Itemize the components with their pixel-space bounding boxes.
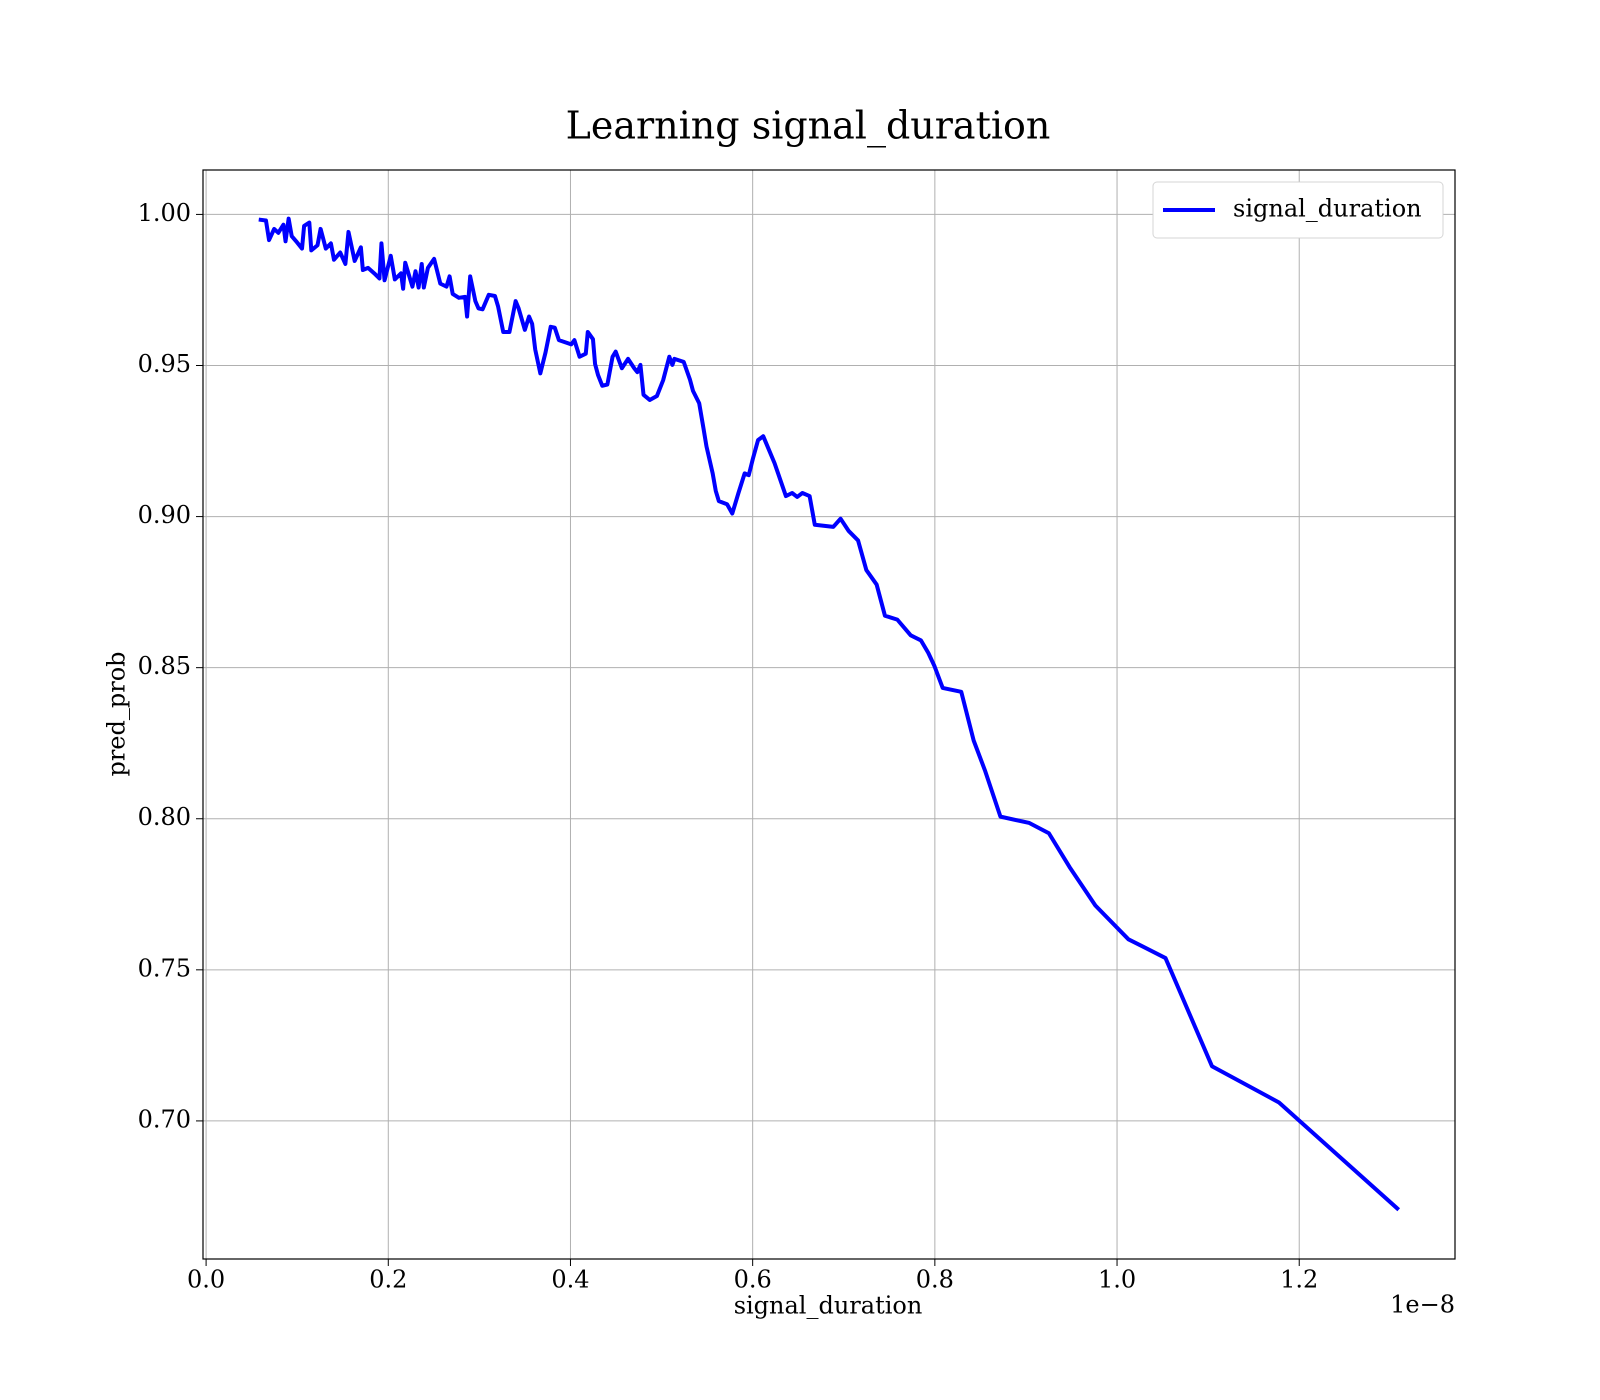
chart-title: Learning signal_duration — [566, 104, 1051, 149]
legend-label: signal_duration — [1233, 195, 1422, 223]
y-tick-label: 0.80 — [138, 803, 191, 831]
x-tick-label: 0.6 — [734, 1266, 772, 1294]
y-axis-label: pred_prob — [103, 651, 131, 776]
y-tick-label: 0.75 — [138, 954, 191, 982]
y-tick-label: 0.90 — [138, 501, 191, 529]
x-tick-label: 1.2 — [1280, 1266, 1318, 1294]
x-tick-label: 0.0 — [187, 1266, 225, 1294]
x-tick-label: 0.8 — [916, 1266, 954, 1294]
y-tick-label: 0.70 — [138, 1105, 191, 1133]
y-tick-label: 1.00 — [138, 199, 191, 227]
legend-box — [1152, 181, 1444, 239]
data-line — [258, 216, 1401, 1212]
y-tick-label: 0.85 — [138, 652, 191, 680]
x-tick-label: 0.4 — [551, 1266, 589, 1294]
x-axis-label: signal_duration — [734, 1292, 923, 1320]
x-tick-label: 1.0 — [1098, 1266, 1136, 1294]
plot-frame — [202, 169, 1456, 1260]
x-tick-label: 0.2 — [369, 1266, 407, 1294]
x-offset-label: 1e−8 — [1390, 1291, 1455, 1319]
y-tick-label: 0.95 — [138, 350, 191, 378]
